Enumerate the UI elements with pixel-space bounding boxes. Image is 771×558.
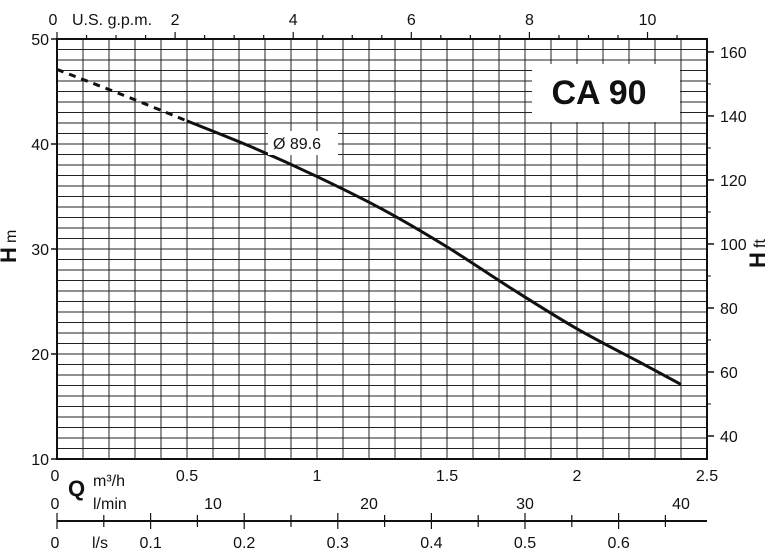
- left-tick-label: 20: [31, 347, 49, 364]
- top-tick-label: 8: [525, 12, 534, 29]
- ls-tick-label: 0.5: [514, 535, 536, 552]
- right-tick-label: 160: [720, 45, 747, 62]
- lmin-axis-label: l/min: [93, 496, 127, 513]
- lmin-tick-label: 0: [51, 496, 60, 513]
- bottom-tick-label: 0: [51, 468, 60, 485]
- svg-text:H: H: [0, 247, 21, 263]
- q-axis-symbol: Q: [68, 476, 85, 501]
- axes: [51, 32, 714, 529]
- ls-tick-label: 0.3: [327, 535, 349, 552]
- lmin-tick-label: 40: [672, 496, 690, 513]
- left-axis-title: H m: [0, 230, 21, 263]
- model-label: CA 90: [551, 74, 646, 112]
- svg-text:ft: ft: [752, 239, 769, 248]
- top-tick-label: 4: [289, 12, 298, 29]
- lmin-tick-label: 30: [516, 496, 534, 513]
- right-tick-label: 60: [720, 365, 738, 382]
- left-tick-label: 30: [31, 242, 49, 259]
- ls-tick-label: 0.4: [420, 535, 442, 552]
- top-tick-label: 0: [49, 12, 58, 29]
- top-tick-label: 2: [171, 12, 180, 29]
- ls-tick-label: 0: [51, 535, 60, 552]
- right-tick-label: 120: [720, 173, 747, 190]
- svg-text:H: H: [745, 252, 770, 268]
- bottom-tick-label: 0.5: [176, 468, 198, 485]
- right-tick-label: 80: [720, 301, 738, 318]
- curve-label: Ø 89.6: [273, 136, 321, 153]
- lmin-tick-label: 20: [360, 496, 378, 513]
- right-axis-title: H ft: [745, 239, 770, 268]
- curves: [56, 68, 682, 386]
- left-tick-label: 10: [31, 452, 49, 469]
- svg-text:m: m: [3, 230, 20, 243]
- ls-tick-label: 0.2: [233, 535, 255, 552]
- performance-curve: [186, 119, 682, 386]
- bottom-tick-label: 1: [313, 468, 322, 485]
- bottom-tick-label: 2.5: [696, 468, 718, 485]
- performance-curve-dashed: [56, 68, 188, 123]
- right-tick-label: 140: [720, 109, 747, 126]
- bottom-tick-label: 2: [573, 468, 582, 485]
- top-axis-label: U.S. g.p.m.: [72, 12, 152, 29]
- right-tick-label: 40: [720, 429, 738, 446]
- grid-lines: [57, 39, 707, 459]
- left-tick-label: 40: [31, 137, 49, 154]
- model-label-box: [532, 64, 680, 122]
- top-tick-label: 6: [407, 12, 416, 29]
- bottom-tick-label: 1.5: [436, 468, 458, 485]
- left-tick-label: 50: [31, 32, 49, 49]
- ls-tick-label: 0.1: [139, 535, 161, 552]
- curve-label-bg: [268, 131, 338, 155]
- top-tick-label: 10: [639, 12, 657, 29]
- right-tick-label: 100: [720, 237, 747, 254]
- q-axis-unit: m³/h: [93, 473, 125, 490]
- lmin-tick-label: 10: [204, 496, 222, 513]
- ls-tick-label: 0.6: [607, 535, 629, 552]
- ls-axis-label: l/s: [92, 535, 108, 552]
